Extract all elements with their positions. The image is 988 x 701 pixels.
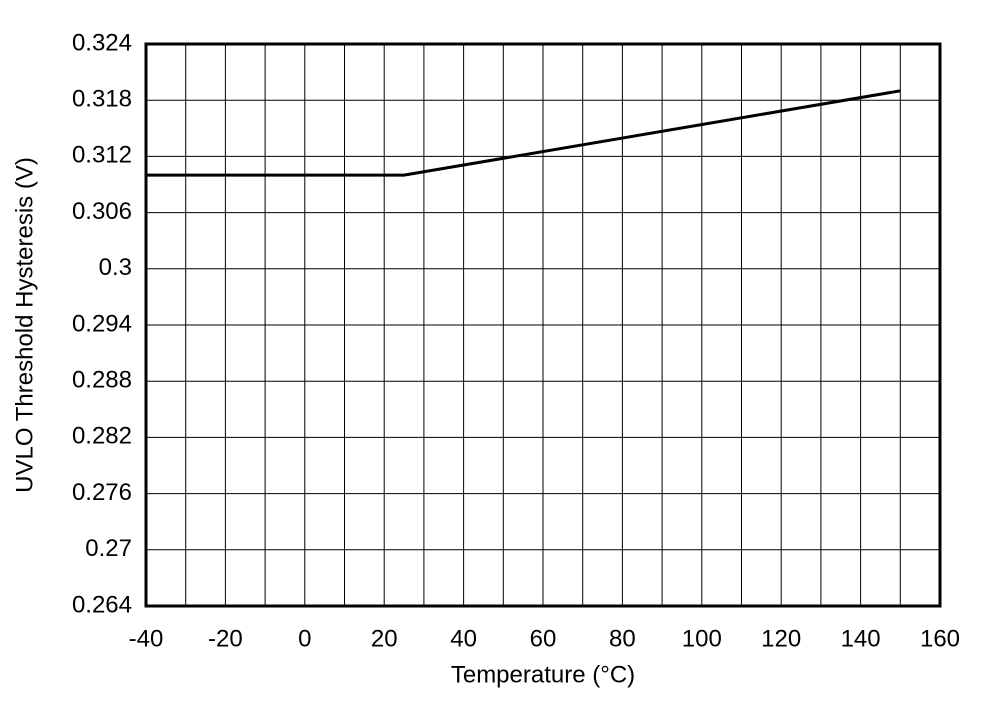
x-tick-label: 0	[298, 625, 311, 652]
y-tick-label: 0.264	[72, 591, 132, 618]
x-tick-label: -20	[208, 625, 243, 652]
y-tick-label: 0.312	[72, 142, 132, 169]
data-line	[146, 89, 901, 177]
y-tick-label: 0.324	[72, 29, 132, 56]
y-tick-label: 0.318	[72, 86, 132, 113]
y-tick-label: 0.306	[72, 198, 132, 225]
x-tick-label: 80	[609, 625, 636, 652]
y-tick-label: 0.27	[85, 535, 132, 562]
x-tick-label: 20	[371, 625, 398, 652]
y-axis-label: UVLO Threshold Hysteresis (V)	[11, 157, 38, 493]
x-tick-label: 140	[841, 625, 881, 652]
y-tick-label: 0.3	[99, 254, 132, 281]
x-tick-label: 120	[761, 625, 801, 652]
x-axis-label: Temperature (°C)	[451, 661, 635, 688]
y-tick-label: 0.276	[72, 479, 132, 506]
x-tick-label: 60	[530, 625, 557, 652]
y-tick-label: 0.288	[72, 367, 132, 394]
y-tick-label: 0.294	[72, 310, 132, 337]
x-tick-label: 100	[682, 625, 722, 652]
plot-frame	[144, 42, 942, 608]
x-tick-label: 160	[920, 625, 960, 652]
y-tick-label: 0.282	[72, 423, 132, 450]
x-tick-label: 40	[450, 625, 477, 652]
x-tick-label: -40	[129, 625, 164, 652]
